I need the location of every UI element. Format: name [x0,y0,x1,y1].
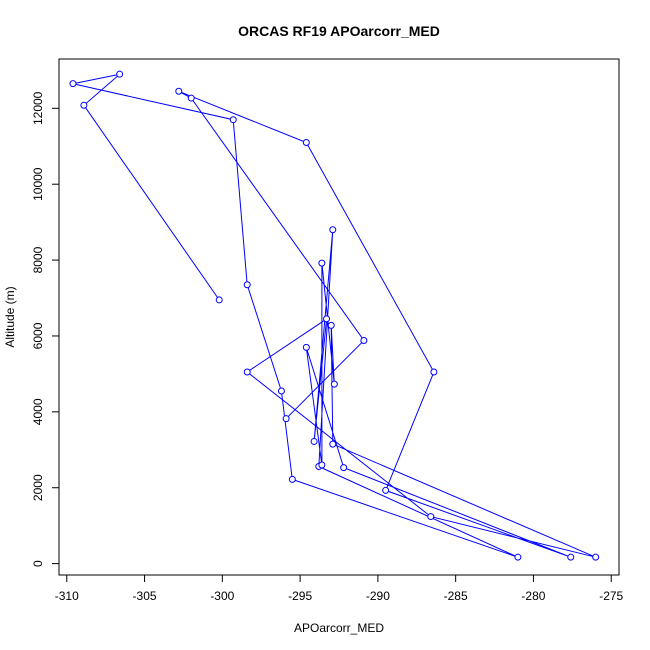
data-point [175,87,183,95]
data-point [592,553,600,561]
data-point [116,70,124,78]
data-point [69,80,77,88]
x-tick-label: -285 [444,589,468,603]
y-tick-label: 10000 [31,167,45,201]
plot-frame [58,58,620,576]
data-point [329,440,337,448]
data-point [427,513,435,521]
data-point [243,368,251,376]
y-tick-label: 8000 [31,246,45,273]
y-tick-label: 2000 [31,474,45,501]
x-tick-label: -280 [521,589,545,603]
y-axis: 0 2000 4000 6000 8000 10000 12000 [31,91,60,567]
data-point [288,475,296,483]
chart-title: ORCAS RF19 APOarcorr_MED [238,23,440,39]
data-point [567,553,575,561]
x-axis: -310 -305 -300 -295 -290 -285 -280 -275 [55,574,624,603]
data-point [229,116,237,124]
x-tick-label: -290 [366,589,390,603]
x-tick-label: -275 [599,589,623,603]
data-point [360,337,368,345]
y-tick-label: 6000 [31,322,45,349]
data-point [329,226,337,234]
data-point [302,343,310,351]
data-point [327,321,335,329]
data-point [302,138,310,146]
data-point [382,486,390,494]
data-point [330,380,338,388]
data-point [215,296,223,304]
data-point [187,94,195,102]
data-point [318,461,326,469]
x-tick-label: -310 [55,589,79,603]
data-point [277,387,285,395]
x-tick-label: -305 [133,589,157,603]
y-tick-label: 0 [31,560,45,567]
data-point [80,101,88,109]
data-point [282,415,290,423]
series-group [69,70,600,561]
data-point [310,437,318,445]
y-tick-label: 12000 [31,91,45,125]
data-point [243,281,251,289]
data-point [318,259,326,267]
x-tick-label: -300 [210,589,234,603]
series-line [72,73,596,558]
y-tick-label: 4000 [31,398,45,425]
data-point [430,368,438,376]
x-tick-label: -295 [288,589,312,603]
data-point [340,464,348,472]
y-axis-label: Altitude (m) [3,286,17,347]
data-point [323,315,331,323]
data-point [514,553,522,561]
x-axis-label: APOarcorr_MED [294,621,384,635]
